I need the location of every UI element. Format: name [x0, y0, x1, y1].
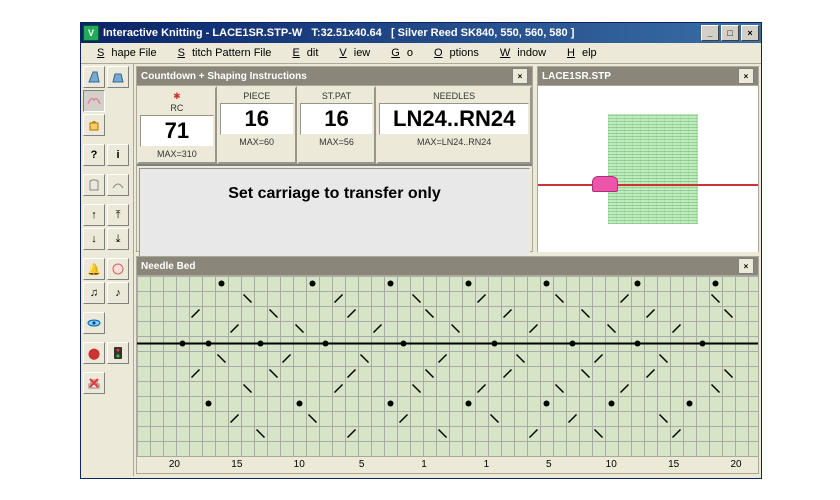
ruler-tick: 10: [606, 459, 617, 470]
pattern-swatch: [608, 114, 698, 224]
title-sep2: [302, 27, 311, 39]
traffic-stop-icon[interactable]: ⬤: [83, 342, 105, 364]
title-file: LACE1SR.STP-W: [212, 27, 302, 39]
menu-view[interactable]: View: [325, 45, 377, 61]
menu-go[interactable]: Go: [377, 45, 420, 61]
minimize-button[interactable]: _: [701, 25, 719, 41]
title-machine: [ Silver Reed SK840, 550, 560, 580 ]: [391, 27, 574, 39]
countdown-panel: Countdown + Shaping Instructions× ✱ RC71…: [136, 66, 533, 252]
menu-window[interactable]: Window: [486, 45, 553, 61]
preview-close-icon[interactable]: ×: [738, 68, 754, 84]
ruler-tick: 10: [294, 459, 305, 470]
needlebed-symbols: [137, 276, 758, 456]
traffic-go-icon[interactable]: [107, 342, 129, 364]
pattern-preview[interactable]: [538, 86, 758, 252]
exit-icon[interactable]: [83, 372, 105, 394]
bell-icon[interactable]: 🔔: [83, 258, 105, 280]
ruler-tick: 5: [546, 459, 552, 470]
toolbar: ?i ↑⤒ ↓⤓ 🔔 ♫♪ ⬤: [81, 64, 134, 476]
tool-garment-outline[interactable]: [83, 174, 105, 196]
preview-title[interactable]: LACE1SR.STP×: [538, 67, 758, 86]
needlebed-close-icon[interactable]: ×: [738, 258, 754, 274]
info-button[interactable]: i: [107, 144, 129, 166]
countdown-cell-piece: PIECE16MAX=60: [217, 86, 297, 164]
title-sep: -: [203, 27, 213, 39]
ruler-tick: 1: [484, 459, 490, 470]
sound-note-icon[interactable]: ♪: [107, 282, 129, 304]
tool-shape-back[interactable]: [83, 66, 105, 88]
tool-bag-icon[interactable]: [83, 114, 105, 136]
menu-stitch-pattern-file[interactable]: Stitch Pattern File: [164, 45, 279, 61]
eye-icon[interactable]: [83, 312, 105, 334]
needlebed-ruler: 2015105115101520: [137, 456, 758, 473]
arrow-down-button[interactable]: ↓: [83, 228, 105, 250]
arrow-up-bar-button[interactable]: ⤒: [107, 204, 129, 226]
row-counter-icon[interactable]: [107, 258, 129, 280]
carriage-icon: [592, 176, 618, 192]
sound-on-icon[interactable]: ♫: [83, 282, 105, 304]
menubar: Shape FileStitch Pattern FileEditViewGoO…: [81, 43, 761, 64]
ruler-tick: 15: [668, 459, 679, 470]
title-sep3: [382, 27, 391, 39]
title-tension: T:32.51x40.64: [311, 27, 381, 39]
close-button[interactable]: ×: [741, 25, 759, 41]
menu-options[interactable]: Options: [420, 45, 486, 61]
countdown-cell-needles: NEEDLESLN24..RN24MAX=LN24..RN24: [376, 86, 532, 164]
titlebar[interactable]: V Interactive Knitting - LACE1SR.STP-W T…: [81, 23, 761, 43]
preview-panel: LACE1SR.STP×: [537, 66, 759, 252]
main-window: V Interactive Knitting - LACE1SR.STP-W T…: [80, 22, 762, 479]
menu-edit[interactable]: Edit: [278, 45, 325, 61]
countdown-info-grid: ✱ RC71MAX=310PIECE16MAX=60ST.PAT16MAX=56…: [137, 86, 532, 166]
app-icon: V: [83, 25, 99, 41]
needlebed-title[interactable]: Needle Bed×: [137, 257, 758, 276]
menu-help[interactable]: Help: [553, 45, 604, 61]
countdown-title[interactable]: Countdown + Shaping Instructions×: [137, 67, 532, 86]
countdown-cell-stpat: ST.PAT16MAX=56: [297, 86, 377, 164]
ruler-tick: 5: [359, 459, 365, 470]
tool-shape-front[interactable]: [107, 66, 129, 88]
current-row-line: [538, 184, 758, 186]
help-button[interactable]: ?: [83, 144, 105, 166]
ruler-tick: 1: [421, 459, 427, 470]
ruler-tick: 20: [730, 459, 741, 470]
arrow-up-button[interactable]: ↑: [83, 204, 105, 226]
needlebed-body[interactable]: [137, 276, 758, 456]
tool-sleeve[interactable]: [83, 90, 105, 112]
maximize-button[interactable]: □: [721, 25, 739, 41]
arrow-down-bar-button[interactable]: ⤓: [107, 228, 129, 250]
ruler-tick: 15: [231, 459, 242, 470]
tool-sleeve-outline[interactable]: [107, 174, 129, 196]
menu-shape-file[interactable]: Shape File: [83, 45, 164, 61]
title-app: Interactive Knitting: [103, 27, 203, 39]
countdown-cell-rc: ✱ RC71MAX=310: [137, 86, 217, 164]
countdown-close-icon[interactable]: ×: [512, 68, 528, 84]
needlebed-panel: Needle Bed× 2015105115101520: [136, 256, 759, 474]
ruler-tick: 20: [169, 459, 180, 470]
